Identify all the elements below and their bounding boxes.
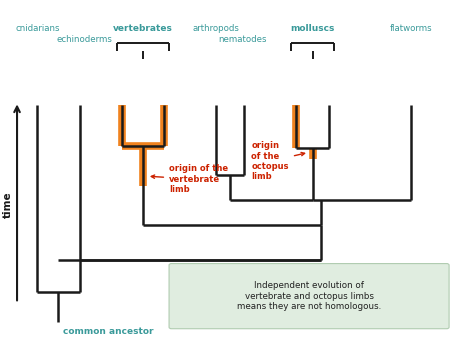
Text: molluscs: molluscs [291,24,335,33]
Text: Independent evolution of
vertebrate and octopus limbs
means they are not homolog: Independent evolution of vertebrate and … [237,281,381,311]
Text: origin of the
vertebrate
limb: origin of the vertebrate limb [151,164,228,194]
FancyBboxPatch shape [169,264,449,329]
Text: vertebrates: vertebrates [113,24,173,33]
Text: echinoderms: echinoderms [56,35,112,44]
Text: arthropods: arthropods [192,24,239,33]
Text: cnidarians: cnidarians [15,24,60,33]
Text: flatworms: flatworms [390,24,433,33]
Text: time: time [3,191,13,218]
Text: common ancestor: common ancestor [63,327,154,336]
Text: origin
of the
octopus
limb: origin of the octopus limb [251,141,305,181]
Text: nematodes: nematodes [218,35,266,44]
